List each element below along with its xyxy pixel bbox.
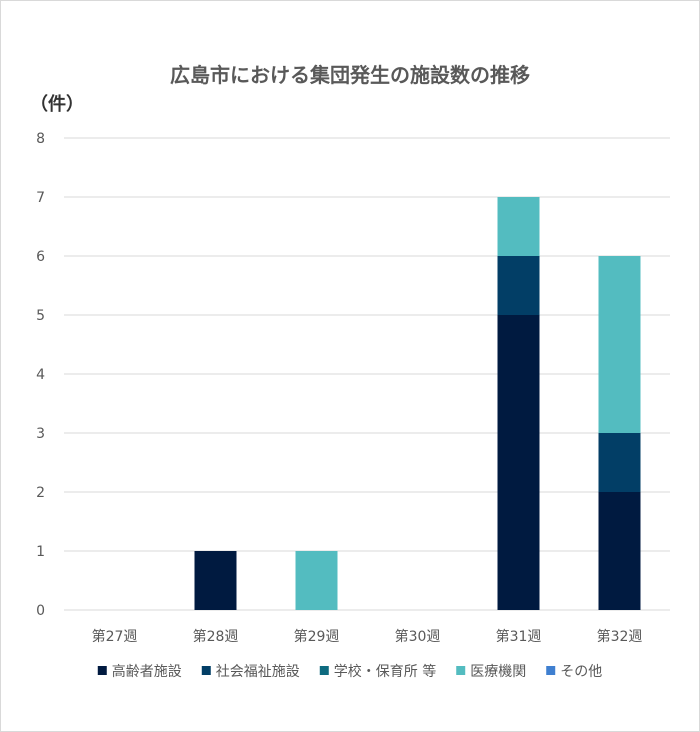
- y-tick-label: 0: [36, 603, 45, 619]
- y-tick-label: 5: [36, 308, 45, 324]
- legend-item: その他: [546, 664, 602, 680]
- bar-segment: [194, 551, 237, 610]
- y-axis-unit-label: （件）: [30, 93, 84, 115]
- legend-label: 社会福祉施設: [216, 664, 300, 680]
- legend-label: 高齢者施設: [112, 663, 182, 680]
- x-tick-label: 第32週: [597, 628, 643, 645]
- bar-segment: [598, 433, 641, 492]
- x-axis-ticks: 第27週 第28週 第29週 第30週 第31週 第32週: [92, 628, 643, 645]
- y-tick-label: 8: [36, 131, 45, 147]
- legend-label: 学校・保育所 等: [334, 663, 436, 680]
- legend-swatch: [97, 666, 107, 675]
- y-tick-label: 3: [36, 426, 45, 442]
- legend-swatch: [201, 666, 211, 675]
- legend-swatch: [456, 666, 466, 675]
- x-tick-label: 第31週: [496, 628, 542, 645]
- bar-segment: [598, 492, 641, 610]
- x-tick-label: 第29週: [294, 628, 340, 645]
- y-axis-ticks: 0 1 2 3 4 5 6 7 8: [36, 131, 45, 619]
- y-tick-label: 2: [36, 485, 45, 501]
- x-tick-label: 第30週: [395, 628, 441, 645]
- y-tick-label: 7: [36, 190, 45, 206]
- y-tick-label: 1: [36, 544, 45, 560]
- legend: 高齢者施設 社会福祉施設 学校・保育所 等 医療機関 その他: [97, 663, 602, 680]
- x-tick-label: 第28週: [193, 628, 239, 645]
- legend-swatch: [319, 666, 329, 675]
- legend-item: 社会福祉施設: [201, 664, 300, 680]
- legend-label: その他: [560, 664, 602, 680]
- y-tick-label: 4: [36, 367, 45, 383]
- legend-swatch: [546, 666, 556, 675]
- legend-item: 高齢者施設: [97, 663, 182, 680]
- bar-segment: [497, 197, 540, 256]
- legend-item: 医療機関: [456, 663, 526, 680]
- y-tick-label: 6: [36, 249, 45, 265]
- chart-title: 広島市における集団発生の施設数の推移: [170, 63, 530, 87]
- bar-segment: [295, 551, 338, 610]
- legend-label: 医療機関: [470, 663, 526, 680]
- bars: [194, 197, 641, 610]
- x-tick-label: 第27週: [92, 628, 138, 645]
- gridlines: [64, 137, 670, 611]
- bar-segment: [497, 315, 540, 610]
- legend-item: 学校・保育所 等: [319, 663, 436, 680]
- bar-segment: [598, 256, 641, 433]
- bar-segment: [497, 256, 540, 315]
